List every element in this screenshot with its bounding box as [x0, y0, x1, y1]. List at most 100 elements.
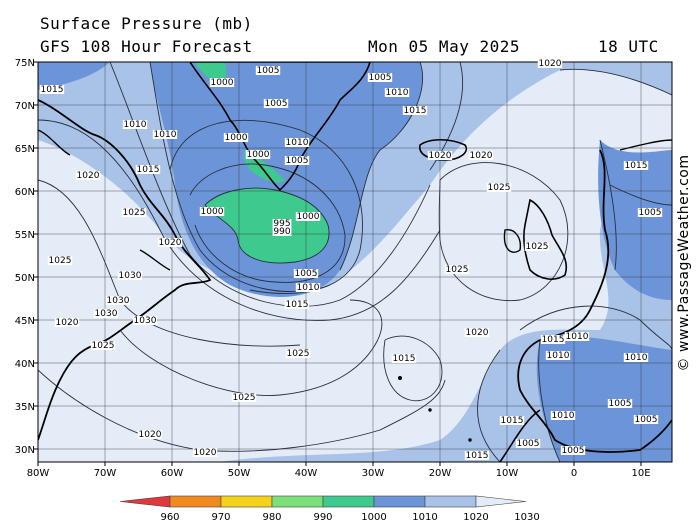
- contour-label: 1020: [159, 238, 182, 248]
- contour-label-bg: [633, 415, 659, 424]
- contour-label: 1020: [77, 171, 100, 181]
- contour-label: 1015: [625, 161, 648, 171]
- contour-label-bg: [560, 446, 586, 455]
- lat-label: 65N: [15, 144, 35, 155]
- contour-label-bg: [121, 208, 147, 217]
- contour-label-bg: [564, 332, 590, 341]
- contour-label: 1000: [297, 212, 320, 222]
- lon-label: 60W: [161, 468, 184, 479]
- contour-labels: 1015 1010 1010 1020 1015 1025 1020 1025 1030 1030…: [39, 59, 663, 461]
- contour-label-bg: [284, 300, 310, 309]
- contour-label-bg: [607, 399, 633, 408]
- contour-label: 1010: [386, 88, 409, 98]
- contour-label: 1020: [429, 151, 452, 161]
- forecast-date: Mon 05 May 2025: [368, 37, 520, 56]
- contour-label: 1020: [56, 318, 79, 328]
- contour-label: 1005: [295, 269, 318, 279]
- contour-label: 1015: [466, 451, 489, 461]
- contour-label: 1000: [201, 207, 224, 217]
- contour-label: 995: [273, 219, 290, 229]
- contour-label: 1025: [123, 208, 146, 218]
- contour-label-bg: [263, 99, 289, 108]
- contour-label-bg: [545, 351, 571, 360]
- contour-label: 1000: [225, 133, 248, 143]
- lat-label: 75N: [15, 58, 35, 69]
- contour-label: 1020: [539, 59, 562, 69]
- contour-label: 1005: [265, 99, 288, 109]
- map-subtitle: GFS 108 Hour Forecast: [40, 37, 253, 56]
- contour-label-bg: [122, 120, 148, 129]
- lon-label: 50W: [228, 468, 251, 479]
- contour-label-bg: [550, 411, 576, 420]
- contour-label-bg: [295, 212, 321, 221]
- contour-label: 1005: [635, 415, 658, 425]
- contour-label-bg: [515, 439, 541, 448]
- contour-label: 1005: [517, 439, 540, 449]
- pressure-field: [38, 62, 672, 462]
- contour-label: 1010: [625, 353, 648, 363]
- contour-label-bg: [444, 265, 470, 274]
- lat-label: 55N: [15, 230, 35, 241]
- low-pressure-iberia: [536, 336, 672, 462]
- contour-label-bg: [499, 416, 525, 425]
- contour-label: 1025: [233, 393, 256, 403]
- contour-label: 1030: [119, 271, 142, 281]
- contour-label-bg: [464, 451, 490, 460]
- contour-label-bg: [245, 150, 271, 159]
- site-credit: © www.PassageWeather.com: [676, 154, 692, 372]
- legend-label: 1030: [514, 512, 539, 523]
- contour-label: 1015: [501, 416, 524, 426]
- lon-label: 10E: [631, 468, 650, 479]
- contour-label: 1030: [95, 309, 118, 319]
- lat-label: 70N: [15, 101, 35, 112]
- contour-label: 1005: [562, 446, 585, 456]
- contour-label: 1020: [194, 448, 217, 458]
- contour-label-bg: [272, 219, 292, 228]
- lat-label: 50N: [15, 273, 35, 284]
- contour-label: 1000: [247, 150, 270, 160]
- legend-arrow-high: [475, 495, 527, 508]
- lat-label: 30N: [15, 445, 35, 456]
- contour-label-bg: [90, 341, 116, 350]
- contour-label: 1015: [41, 85, 64, 95]
- contour-label: 1025: [287, 349, 310, 359]
- contour-label: 1005: [286, 156, 309, 166]
- lon-label: 10W: [496, 468, 519, 479]
- legend-label: 1020: [463, 512, 488, 523]
- contour-label: 1010: [547, 351, 570, 361]
- contour-label-bg: [367, 73, 393, 82]
- contour-label: 1025: [49, 256, 72, 266]
- contour-label-bg: [105, 296, 131, 305]
- contour-label-bg: [637, 208, 663, 217]
- contour-label: 1005: [257, 66, 280, 76]
- lat-label: 40N: [15, 359, 35, 370]
- contour-label-bg: [231, 393, 257, 402]
- contour-label-bg: [47, 256, 73, 265]
- contour-label: 1010: [124, 120, 147, 130]
- legend-swatch: [424, 495, 477, 508]
- pressure-legend: 960 970 980 990 1000 1010 1020 1030: [119, 495, 540, 523]
- map-frame: [37, 61, 673, 463]
- lon-label: 30W: [362, 468, 385, 479]
- contour-label: 1015: [286, 300, 309, 310]
- high-pressure-west: [38, 190, 103, 370]
- low-pressure-east: [598, 140, 672, 300]
- legend-label: 980: [262, 512, 281, 523]
- contour-label-bg: [285, 349, 311, 358]
- contour-label-bg: [427, 151, 453, 160]
- deep-low-core: [205, 188, 330, 264]
- contour-label-bg: [540, 335, 566, 344]
- contour-label-bg: [464, 328, 490, 337]
- legend-label: 1010: [412, 512, 437, 523]
- contour-label: 1010: [154, 130, 177, 140]
- contour-label-bg: [199, 207, 225, 216]
- latitude-axis: 75N 70N 65N 60N 55N 50N 45N 40N 35N 30N: [15, 58, 38, 456]
- map-title: Surface Pressure (mb): [40, 14, 253, 33]
- contour-label-bg: [209, 78, 235, 87]
- legend-swatch: [322, 495, 375, 508]
- contour-label-bg: [117, 271, 143, 280]
- lat-label: 45N: [15, 316, 35, 327]
- contour-label-bg: [93, 309, 119, 318]
- contour-label-bg: [192, 448, 218, 457]
- legend-label: 970: [211, 512, 230, 523]
